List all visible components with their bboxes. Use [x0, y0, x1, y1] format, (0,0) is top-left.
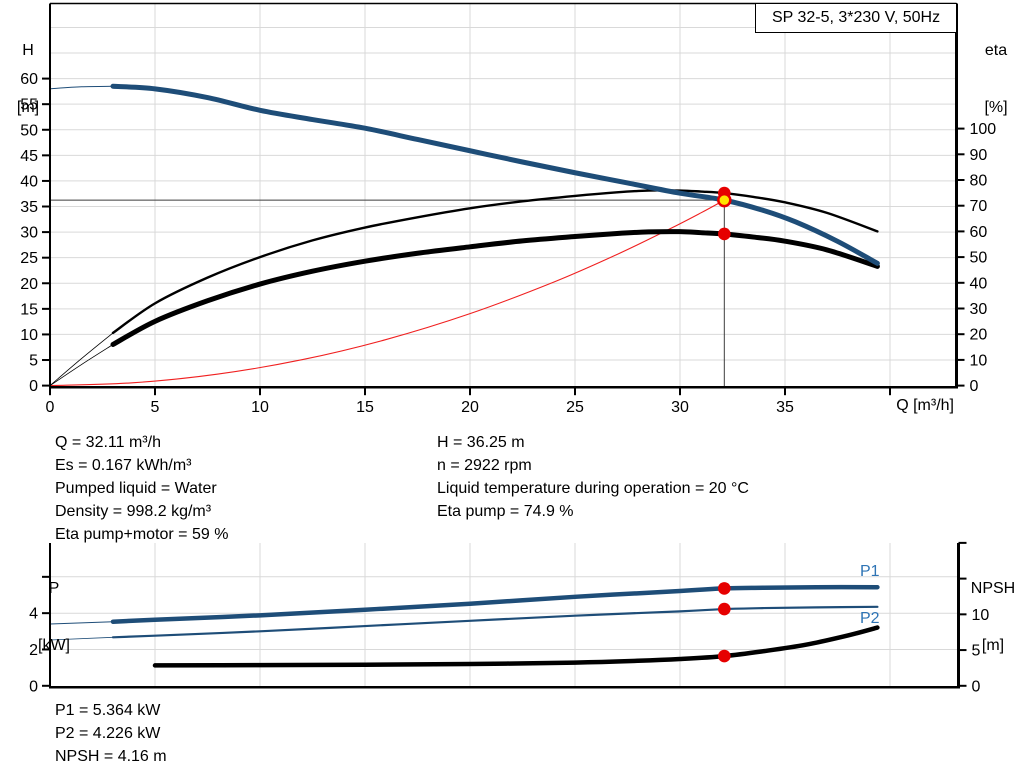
eta-axis-title-line1: eta	[984, 42, 1008, 59]
p2-point	[718, 602, 731, 616]
tick-label-left: 2	[29, 642, 38, 659]
P2-curve	[111, 605, 879, 639]
info-es: Es = 0.167 kWh/m³	[55, 457, 192, 474]
tick-label-right: 20	[970, 327, 988, 344]
tick-label-x: 30	[671, 399, 689, 416]
tick-label-x: 35	[776, 399, 794, 416]
tick-label-right: 100	[970, 121, 997, 138]
tick-label-left: 0	[29, 378, 38, 395]
eta-pump-motor-curve	[110, 229, 880, 347]
tick-label-left: 55	[20, 97, 38, 114]
info-liquid-temp: Liquid temperature during operation = 20…	[437, 480, 749, 497]
tick-label-left: 50	[20, 122, 38, 139]
info-speed: n = 2922 rpm	[437, 457, 532, 474]
system-curve-curve	[49, 199, 725, 387]
info-pumped-liquid: Pumped liquid = Water	[55, 480, 217, 497]
info-eta-pump: Eta pump = 74.9 %	[437, 503, 574, 520]
tick-label-left: 40	[20, 173, 38, 190]
tick-label-right: 0	[972, 678, 981, 695]
duty-point[interactable]	[717, 192, 732, 208]
duty-info-right: H = 36.25 m n = 2922 rpm Liquid temperat…	[437, 431, 749, 523]
tick-label-left: 25	[20, 250, 38, 267]
p-axis-title-line1: P	[48, 580, 60, 597]
tick-label-left: 60	[20, 71, 38, 88]
info-q: Q = 32.11 m³/h	[55, 434, 161, 451]
info-eta-pump-motor: Eta pump+motor = 59 %	[55, 526, 229, 543]
h-axis-title-line1: H	[22, 42, 34, 59]
tick-label-right: 90	[970, 147, 988, 164]
tick-label-right: 50	[970, 250, 988, 267]
tick-label-right: 70	[970, 198, 988, 215]
npsh-axis-title: NPSH [m]	[964, 541, 1022, 674]
P1-curve-thin	[49, 621, 114, 625]
info-density: Density = 998.2 kg/m³	[55, 503, 212, 520]
tick-label-right: 30	[970, 301, 988, 318]
p-axis-title-line2: [kW]	[38, 637, 70, 654]
p2-curve-label: P2	[860, 610, 880, 627]
tick-label-left: 20	[20, 276, 38, 293]
tick-label-right: 40	[970, 275, 988, 292]
eta-axis-title-line2: [%]	[984, 99, 1008, 116]
tick-label-left: 45	[20, 148, 38, 165]
npsh-axis-title-line2: [m]	[981, 637, 1005, 654]
H-curve-thin	[49, 85, 114, 90]
tick-label-x: 0	[46, 399, 55, 416]
tick-label-right: 5	[972, 643, 981, 660]
tick-label-x: 25	[566, 399, 584, 416]
NPSH-curve	[152, 625, 880, 668]
tick-label-x: 10	[251, 399, 269, 416]
tick-label-left: 30	[20, 225, 38, 242]
tick-label-left: 35	[20, 199, 38, 216]
tick-label-left: 10	[20, 327, 38, 344]
tick-label-right: 80	[970, 173, 988, 190]
tick-label-right: 60	[970, 224, 988, 241]
tick-label-right: 10	[972, 607, 990, 624]
tick-label-x: 15	[356, 399, 374, 416]
info-p2: P2 = 4.226 kW	[55, 725, 161, 742]
p1-point	[718, 582, 731, 595]
H-curve	[110, 83, 880, 266]
P2-curve-thin	[49, 636, 114, 641]
h-axis-title-line2: [m]	[16, 99, 40, 116]
tick-label-left: 5	[29, 353, 38, 370]
info-p1: P1 = 5.364 kW	[55, 702, 161, 719]
tick-label-right: 0	[970, 378, 979, 395]
tick-label-left: 15	[20, 301, 38, 318]
p-axis-title: P [kW]	[28, 541, 80, 674]
q-axis-title: Q [m³/h]	[896, 397, 954, 414]
tick-label-right: 10	[970, 352, 988, 369]
info-npsh: NPSH = 4.16 m	[55, 748, 167, 765]
tick-label-left: 4	[29, 606, 38, 623]
eta-pump-motor-curve-thin	[49, 344, 114, 386]
eta-axis-title: eta [%]	[972, 3, 1020, 136]
eta-pump-curve	[111, 189, 879, 335]
eta-pump-motor-point	[718, 227, 731, 241]
duty-info-left: Q = 32.11 m³/h Es = 0.167 kWh/m³ Pumped …	[55, 431, 228, 546]
eta-pump-curve-thin	[49, 332, 114, 386]
P1-curve	[110, 584, 880, 624]
tick-label-x: 20	[461, 399, 479, 416]
tick-label-left: 0	[29, 678, 38, 695]
npsh-point	[718, 649, 731, 663]
info-h: H = 36.25 m	[437, 434, 525, 451]
power-info: P1 = 5.364 kW P2 = 4.226 kW NPSH = 4.16 …	[55, 699, 167, 768]
pump-type-box: SP 32-5, 3*230 V, 50Hz	[755, 3, 957, 33]
npsh-axis-title-line1: NPSH	[970, 580, 1016, 597]
p1-curve-label: P1	[860, 563, 880, 580]
h-axis-title: H [m]	[6, 3, 50, 136]
tick-label-x: 5	[151, 399, 160, 416]
